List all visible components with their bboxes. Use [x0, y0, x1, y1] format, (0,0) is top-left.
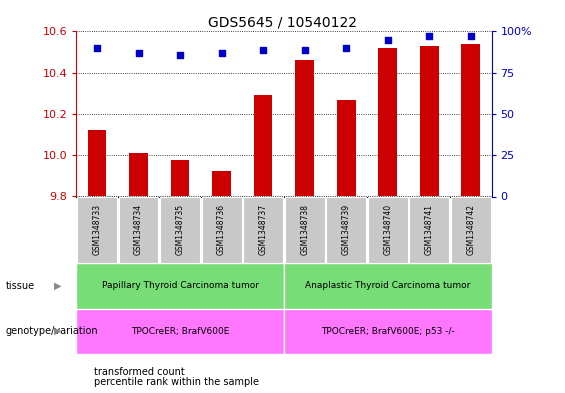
Text: GSM1348741: GSM1348741 [425, 204, 434, 255]
Text: genotype/variation: genotype/variation [6, 326, 98, 336]
Point [217, 50, 226, 56]
Bar [284, 309, 492, 354]
Bar [119, 197, 159, 263]
Text: GSM1348742: GSM1348742 [466, 204, 475, 255]
Text: percentile rank within the sample: percentile rank within the sample [94, 377, 259, 387]
Text: GSM1348740: GSM1348740 [383, 204, 392, 255]
Bar [243, 197, 283, 263]
Text: Papillary Thyroid Carcinoma tumor: Papillary Thyroid Carcinoma tumor [102, 281, 259, 290]
Text: GSM1348733: GSM1348733 [93, 204, 102, 255]
Bar [202, 197, 242, 263]
Point [300, 46, 309, 53]
Text: GSM1348739: GSM1348739 [342, 204, 351, 255]
Text: GSM1348735: GSM1348735 [176, 204, 185, 255]
Text: ▶: ▶ [54, 326, 61, 336]
Text: TPOCreER; BrafV600E: TPOCreER; BrafV600E [131, 327, 229, 336]
Point [383, 37, 392, 43]
Text: GSM1348738: GSM1348738 [300, 204, 309, 255]
Text: GSM1348737: GSM1348737 [259, 204, 268, 255]
Bar [326, 197, 366, 263]
Bar [88, 130, 106, 196]
Point [425, 33, 434, 40]
Bar [420, 46, 438, 196]
Bar [337, 99, 355, 196]
Bar [462, 44, 480, 196]
Bar [76, 309, 284, 354]
Bar [451, 197, 491, 263]
Bar [409, 197, 449, 263]
Bar [379, 48, 397, 196]
Point [342, 45, 351, 51]
Text: tissue: tissue [6, 281, 35, 291]
Bar [212, 171, 231, 196]
Bar [76, 263, 284, 309]
Text: TPOCreER; BrafV600E; p53 -/-: TPOCreER; BrafV600E; p53 -/- [321, 327, 455, 336]
Point [466, 33, 475, 40]
Text: transformed count: transformed count [94, 367, 185, 377]
Text: GDS5645 / 10540122: GDS5645 / 10540122 [208, 16, 357, 30]
Text: GSM1348734: GSM1348734 [134, 204, 143, 255]
Text: ▶: ▶ [54, 281, 61, 291]
Bar [284, 263, 492, 309]
Bar [129, 153, 148, 196]
Bar [77, 197, 117, 263]
Bar [160, 197, 200, 263]
Point [176, 51, 185, 58]
Bar [295, 60, 314, 196]
Text: Anaplastic Thyroid Carcinoma tumor: Anaplastic Thyroid Carcinoma tumor [305, 281, 471, 290]
Bar [171, 160, 189, 196]
Bar [254, 95, 272, 196]
Point [259, 46, 268, 53]
Point [93, 45, 102, 51]
Bar [368, 197, 408, 263]
Bar [285, 197, 325, 263]
Text: GSM1348736: GSM1348736 [217, 204, 226, 255]
Point [134, 50, 143, 56]
